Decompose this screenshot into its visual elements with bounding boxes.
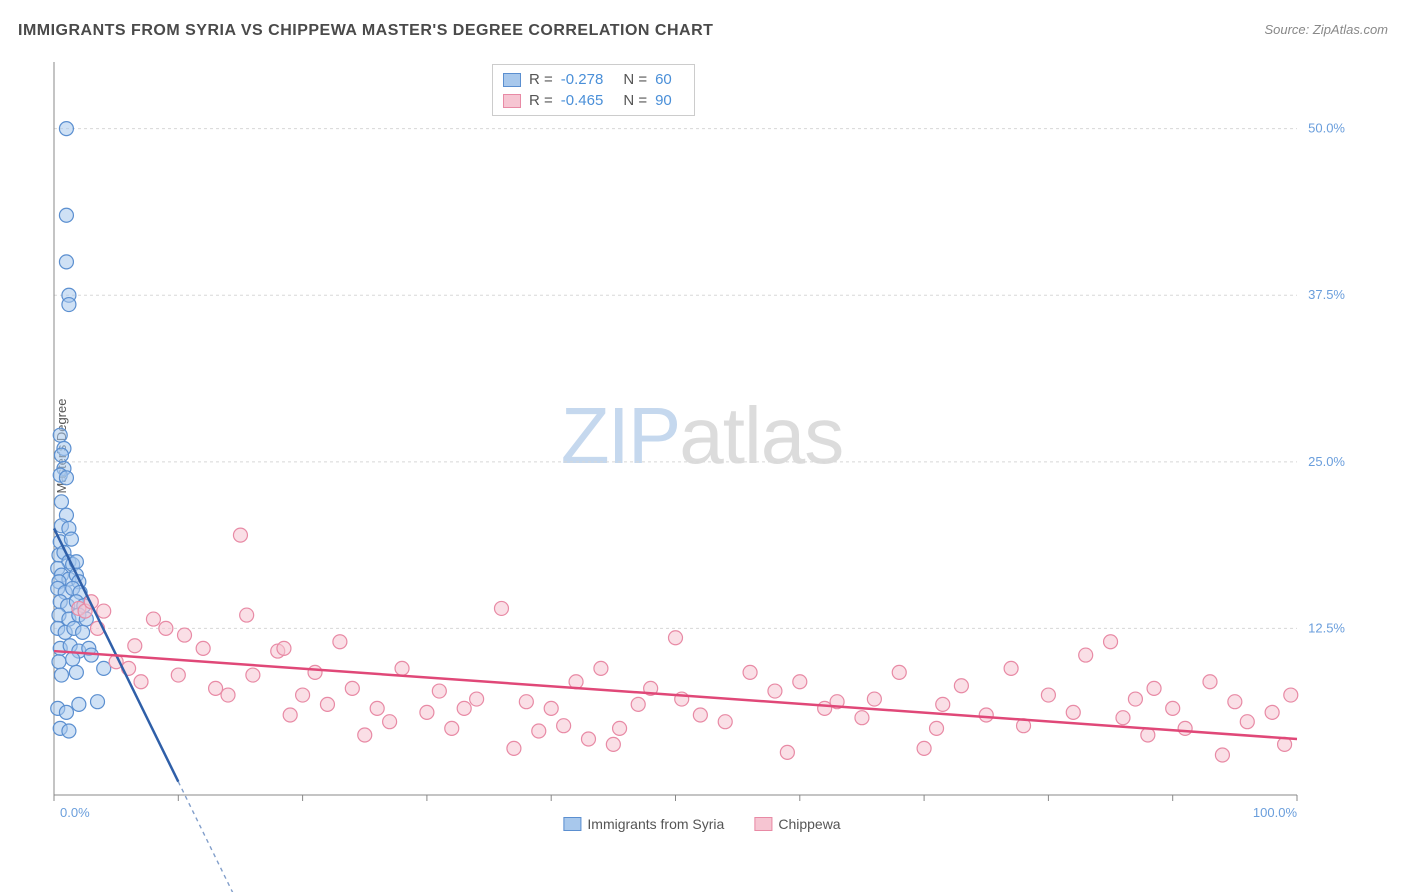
stats-box: R = -0.278 N = 60 R = -0.465 N = 90 bbox=[492, 64, 695, 116]
stat-r-value: -0.465 bbox=[561, 92, 604, 109]
svg-text:0.0%: 0.0% bbox=[60, 805, 90, 820]
svg-text:50.0%: 50.0% bbox=[1308, 121, 1345, 136]
source-label: Source: ZipAtlas.com bbox=[1264, 22, 1388, 37]
stats-row: R = -0.465 N = 90 bbox=[503, 90, 684, 111]
stat-r-label: R = bbox=[529, 71, 553, 88]
svg-text:25.0%: 25.0% bbox=[1308, 454, 1345, 469]
legend-label: Chippewa bbox=[778, 816, 840, 832]
stat-n-value: 60 bbox=[655, 71, 672, 88]
plot-area: ZIPatlas 12.5%25.0%37.5%50.0%0.0%100.0% … bbox=[52, 60, 1352, 830]
legend-label: Immigrants from Syria bbox=[587, 816, 724, 832]
stat-r-value: -0.278 bbox=[561, 71, 604, 88]
bottom-legend: Immigrants from Syria Chippewa bbox=[563, 816, 840, 832]
stats-swatch-pink bbox=[503, 94, 521, 108]
legend-swatch-blue bbox=[563, 817, 581, 831]
legend-swatch-pink bbox=[754, 817, 772, 831]
stat-n-label: N = bbox=[623, 92, 647, 109]
stats-row: R = -0.278 N = 60 bbox=[503, 69, 684, 90]
stats-swatch-blue bbox=[503, 73, 521, 87]
legend-item: Chippewa bbox=[754, 816, 840, 832]
stat-n-value: 90 bbox=[655, 92, 672, 109]
svg-text:12.5%: 12.5% bbox=[1308, 620, 1345, 635]
scatter-chart: 12.5% 25.0% 37.5% 50.0% 0.0% 100.0% bbox=[52, 60, 1352, 830]
stat-r-label: R = bbox=[529, 92, 553, 109]
svg-text:37.5%: 37.5% bbox=[1308, 287, 1345, 302]
svg-text:100.0%: 100.0% bbox=[1253, 805, 1298, 820]
chart-title: IMMIGRANTS FROM SYRIA VS CHIPPEWA MASTER… bbox=[18, 22, 713, 40]
legend-item: Immigrants from Syria bbox=[563, 816, 724, 832]
stat-n-label: N = bbox=[623, 71, 647, 88]
